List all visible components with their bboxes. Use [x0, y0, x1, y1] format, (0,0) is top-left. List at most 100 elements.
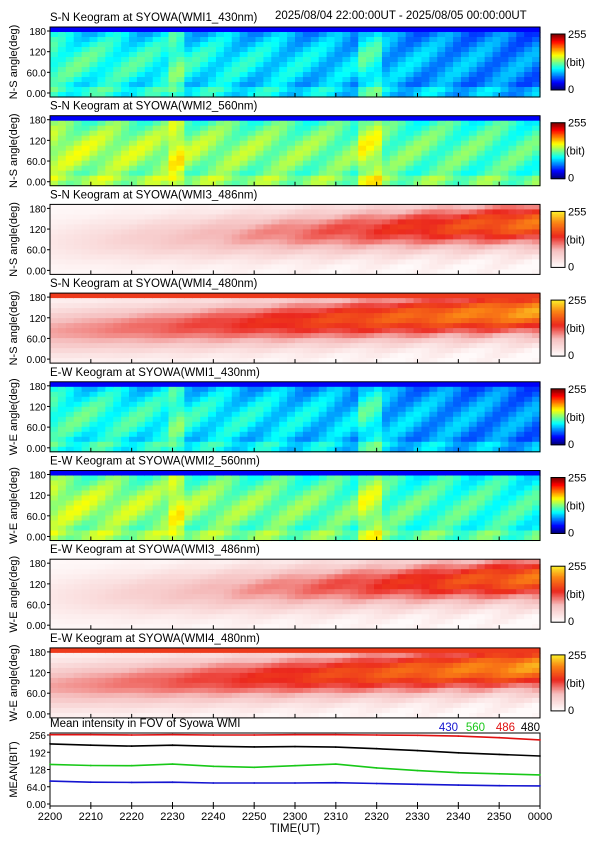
keogram-cell [239, 165, 249, 172]
keogram-cell [144, 431, 154, 438]
keogram-cell [492, 130, 502, 137]
keogram-cell [445, 125, 454, 132]
keogram-cell [484, 72, 494, 78]
keogram-cell [168, 431, 178, 438]
keogram-cell [334, 42, 344, 48]
keogram-cell [129, 42, 138, 48]
keogram-cell [184, 135, 193, 142]
keogram-cell [532, 175, 541, 182]
keogram-cell [302, 249, 312, 255]
keogram-cell [421, 391, 430, 398]
keogram-cell [105, 52, 114, 58]
keogram-cell [129, 224, 138, 230]
keogram-cell [484, 269, 494, 275]
keogram-cell [184, 411, 193, 418]
keogram-cell [532, 298, 541, 304]
keogram-cell [81, 87, 91, 93]
keogram-cell [129, 180, 138, 187]
keogram-cell [374, 115, 383, 122]
keogram-cell [144, 52, 154, 58]
keogram-cell [279, 269, 288, 275]
keogram-cell [366, 52, 375, 58]
keogram-cell [263, 180, 272, 187]
keogram-cell [381, 318, 391, 324]
keogram-cell [263, 396, 272, 403]
keogram-cell [50, 421, 59, 428]
keogram-cell [468, 37, 478, 43]
keogram-cell [57, 77, 67, 83]
keogram-cell [223, 150, 233, 157]
keogram-cell [215, 269, 225, 275]
keogram-cell [318, 338, 328, 344]
keogram-cell [176, 254, 185, 260]
keogram-cell [160, 135, 170, 142]
keogram-cell [65, 293, 75, 299]
keogram-cell [445, 436, 454, 443]
keogram-cell [350, 269, 359, 275]
keogram-cell [81, 57, 91, 63]
keogram-cell [334, 52, 344, 58]
keogram-cell [208, 259, 217, 265]
keogram-cell [144, 47, 154, 53]
keogram-cell [476, 229, 486, 235]
keogram-cell [366, 298, 375, 304]
keogram-cell [524, 135, 533, 142]
keogram-cell [73, 495, 83, 502]
keogram-cell [342, 145, 351, 152]
keogram-cell [231, 214, 241, 220]
keogram-cell [208, 32, 217, 38]
keogram-cell [255, 239, 264, 245]
keogram-cell [287, 92, 296, 98]
keogram-cell [50, 115, 59, 122]
keogram-cell [89, 406, 99, 413]
keogram-cell [295, 441, 304, 448]
keogram-cell [129, 323, 138, 329]
keogram-cell [81, 535, 91, 542]
keogram-cell [476, 140, 486, 147]
keogram-cell [421, 32, 430, 38]
keogram-cell [302, 386, 312, 393]
keogram-cell [287, 140, 296, 147]
keogram-cell [484, 391, 494, 398]
keogram-cell [484, 303, 494, 309]
keogram-cell [65, 323, 75, 329]
keogram-cell [366, 293, 375, 299]
keogram-cell [57, 441, 67, 448]
keogram-cell [445, 323, 454, 329]
colorbar-step [551, 77, 565, 80]
keogram-cell [105, 175, 114, 182]
keogram-cell [374, 343, 383, 349]
keogram-cell [263, 67, 272, 73]
colorbar-min-label: 0 [568, 261, 574, 273]
keogram-cell [279, 82, 288, 88]
keogram-cell [358, 401, 367, 408]
keogram-cell [105, 485, 114, 492]
keogram-cell [524, 130, 533, 137]
keogram-cell [421, 406, 430, 413]
keogram-cell [381, 441, 391, 448]
keogram-cell [437, 87, 446, 93]
keogram-cell [287, 353, 296, 359]
keogram-cell [97, 135, 106, 142]
keogram-cell [255, 244, 264, 250]
keogram-cell [144, 234, 154, 240]
keogram-cell [176, 500, 185, 507]
keogram-cell [287, 160, 296, 167]
keogram-cell [239, 249, 249, 255]
keogram-cell [405, 431, 415, 438]
keogram-cell [508, 214, 517, 220]
colorbar-unit-label: (bit) [566, 323, 585, 335]
colorbar-step [551, 238, 565, 240]
keogram-cell [389, 115, 399, 122]
keogram-cell [121, 338, 130, 344]
keogram-cell [208, 165, 217, 172]
keogram-cell [113, 259, 122, 265]
keogram-cell [295, 446, 304, 453]
keogram-cell [152, 293, 162, 299]
keogram-cell [89, 535, 99, 542]
keogram-cell [302, 318, 312, 324]
keogram-cell [532, 120, 541, 127]
keogram-cell [144, 269, 154, 275]
keogram-cell [263, 219, 272, 225]
keogram-cell [500, 244, 509, 250]
